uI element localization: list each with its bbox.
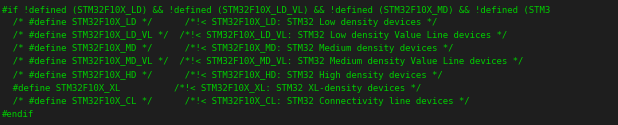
Text: /* #define STM32F10X_LD */      /*!< STM32F10X_LD: STM32 Low density devices */: /* #define STM32F10X_LD */ /*!< STM32F10… xyxy=(2,18,438,27)
Text: #if !defined (STM32F10X_LD) && !defined (STM32F10X_LD_VL) && !defined (STM32F10X: #if !defined (STM32F10X_LD) && !defined … xyxy=(2,5,551,14)
Text: /* #define STM32F10X_LD_VL */  /*!< STM32F10X_LD_VL: STM32 Low density Value Lin: /* #define STM32F10X_LD_VL */ /*!< STM32… xyxy=(2,31,508,40)
Text: #endif: #endif xyxy=(2,110,35,119)
Text: /* #define STM32F10X_CL */      /*!< STM32F10X_CL: STM32 Connectivity line devic: /* #define STM32F10X_CL */ /*!< STM32F10… xyxy=(2,97,470,106)
Text: /* #define STM32F10X_MD_VL */  /*!< STM32F10X_MD_VL: STM32 Medium density Value : /* #define STM32F10X_MD_VL */ /*!< STM32… xyxy=(2,58,524,66)
Text: /* #define STM32F10X_HD */      /*!< STM32F10X_HD: STM32 High density devices */: /* #define STM32F10X_HD */ /*!< STM32F10… xyxy=(2,71,443,80)
Text: /* #define STM32F10X_MD */      /*!< STM32F10X_MD: STM32 Medium density devices : /* #define STM32F10X_MD */ /*!< STM32F10… xyxy=(2,44,454,53)
Text: #define STM32F10X_XL          /*!< STM32F10X_XL: STM32 XL-density devices */: #define STM32F10X_XL /*!< STM32F10X_XL: … xyxy=(2,84,421,93)
